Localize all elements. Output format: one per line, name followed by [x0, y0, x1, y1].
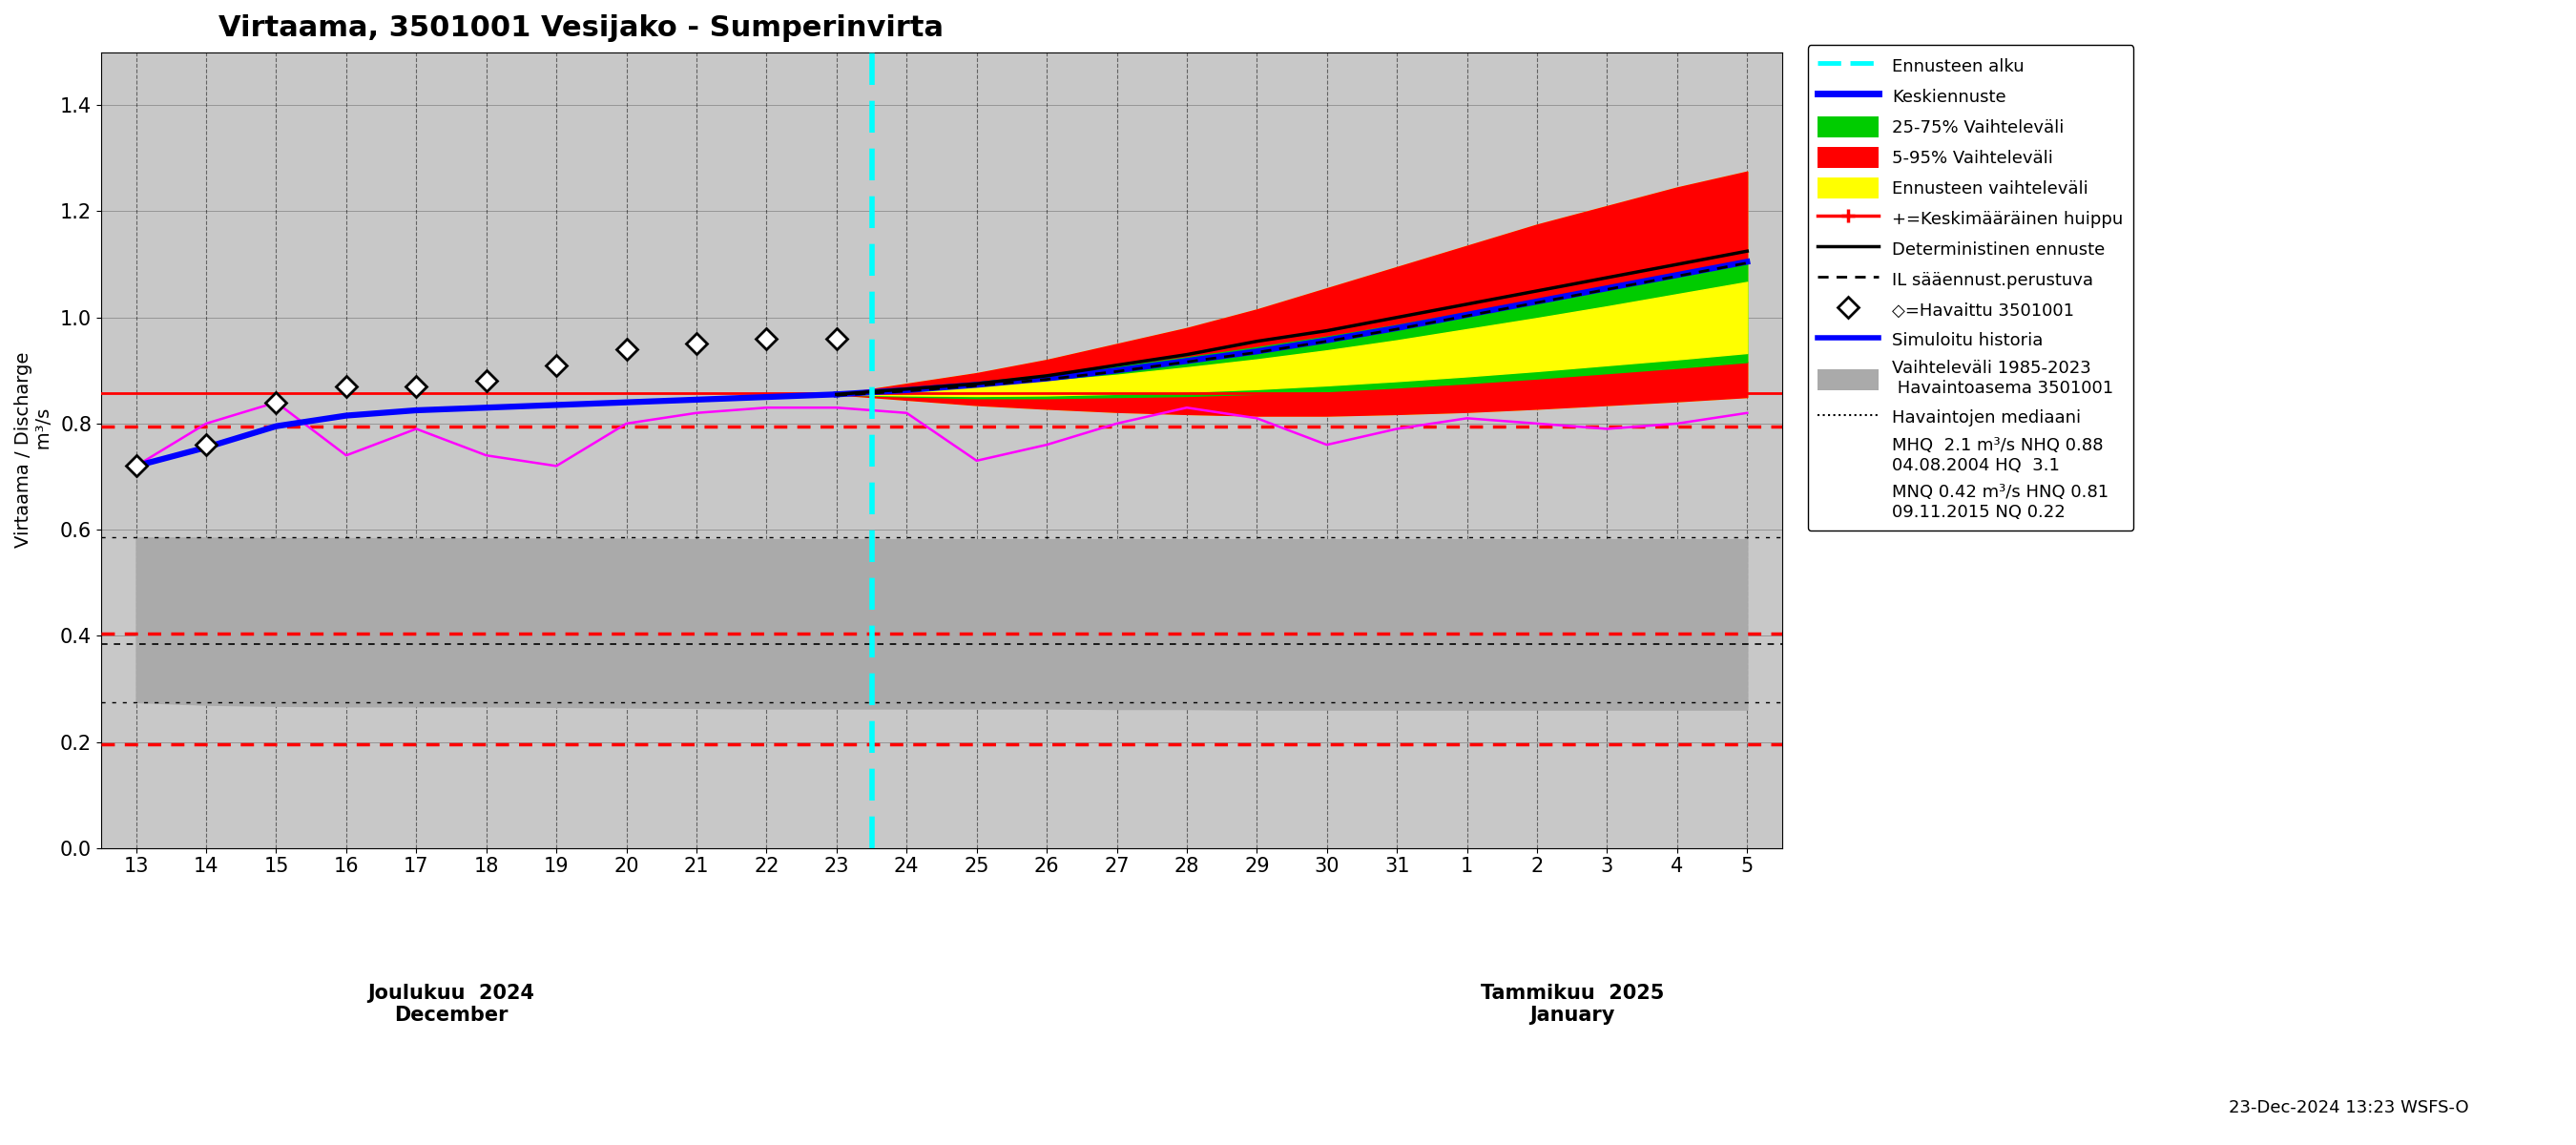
Y-axis label: Virtaama / Discharge
       m³/s: Virtaama / Discharge m³/s	[15, 353, 54, 548]
Text: Virtaama, 3501001 Vesijako - Sumperinvirta: Virtaama, 3501001 Vesijako - Sumperinvir…	[219, 14, 943, 42]
Text: Joulukuu  2024
December: Joulukuu 2024 December	[368, 984, 536, 1025]
Text: 23-Dec-2024 13:23 WSFS-O: 23-Dec-2024 13:23 WSFS-O	[2228, 1099, 2468, 1116]
Text: Tammikuu  2025
January: Tammikuu 2025 January	[1481, 984, 1664, 1025]
Legend: Ennusteen alku, Keskiennuste, 25-75% Vaihteleväli, 5-95% Vaihteleväli, Ennusteen: Ennusteen alku, Keskiennuste, 25-75% Vai…	[1808, 45, 2133, 531]
